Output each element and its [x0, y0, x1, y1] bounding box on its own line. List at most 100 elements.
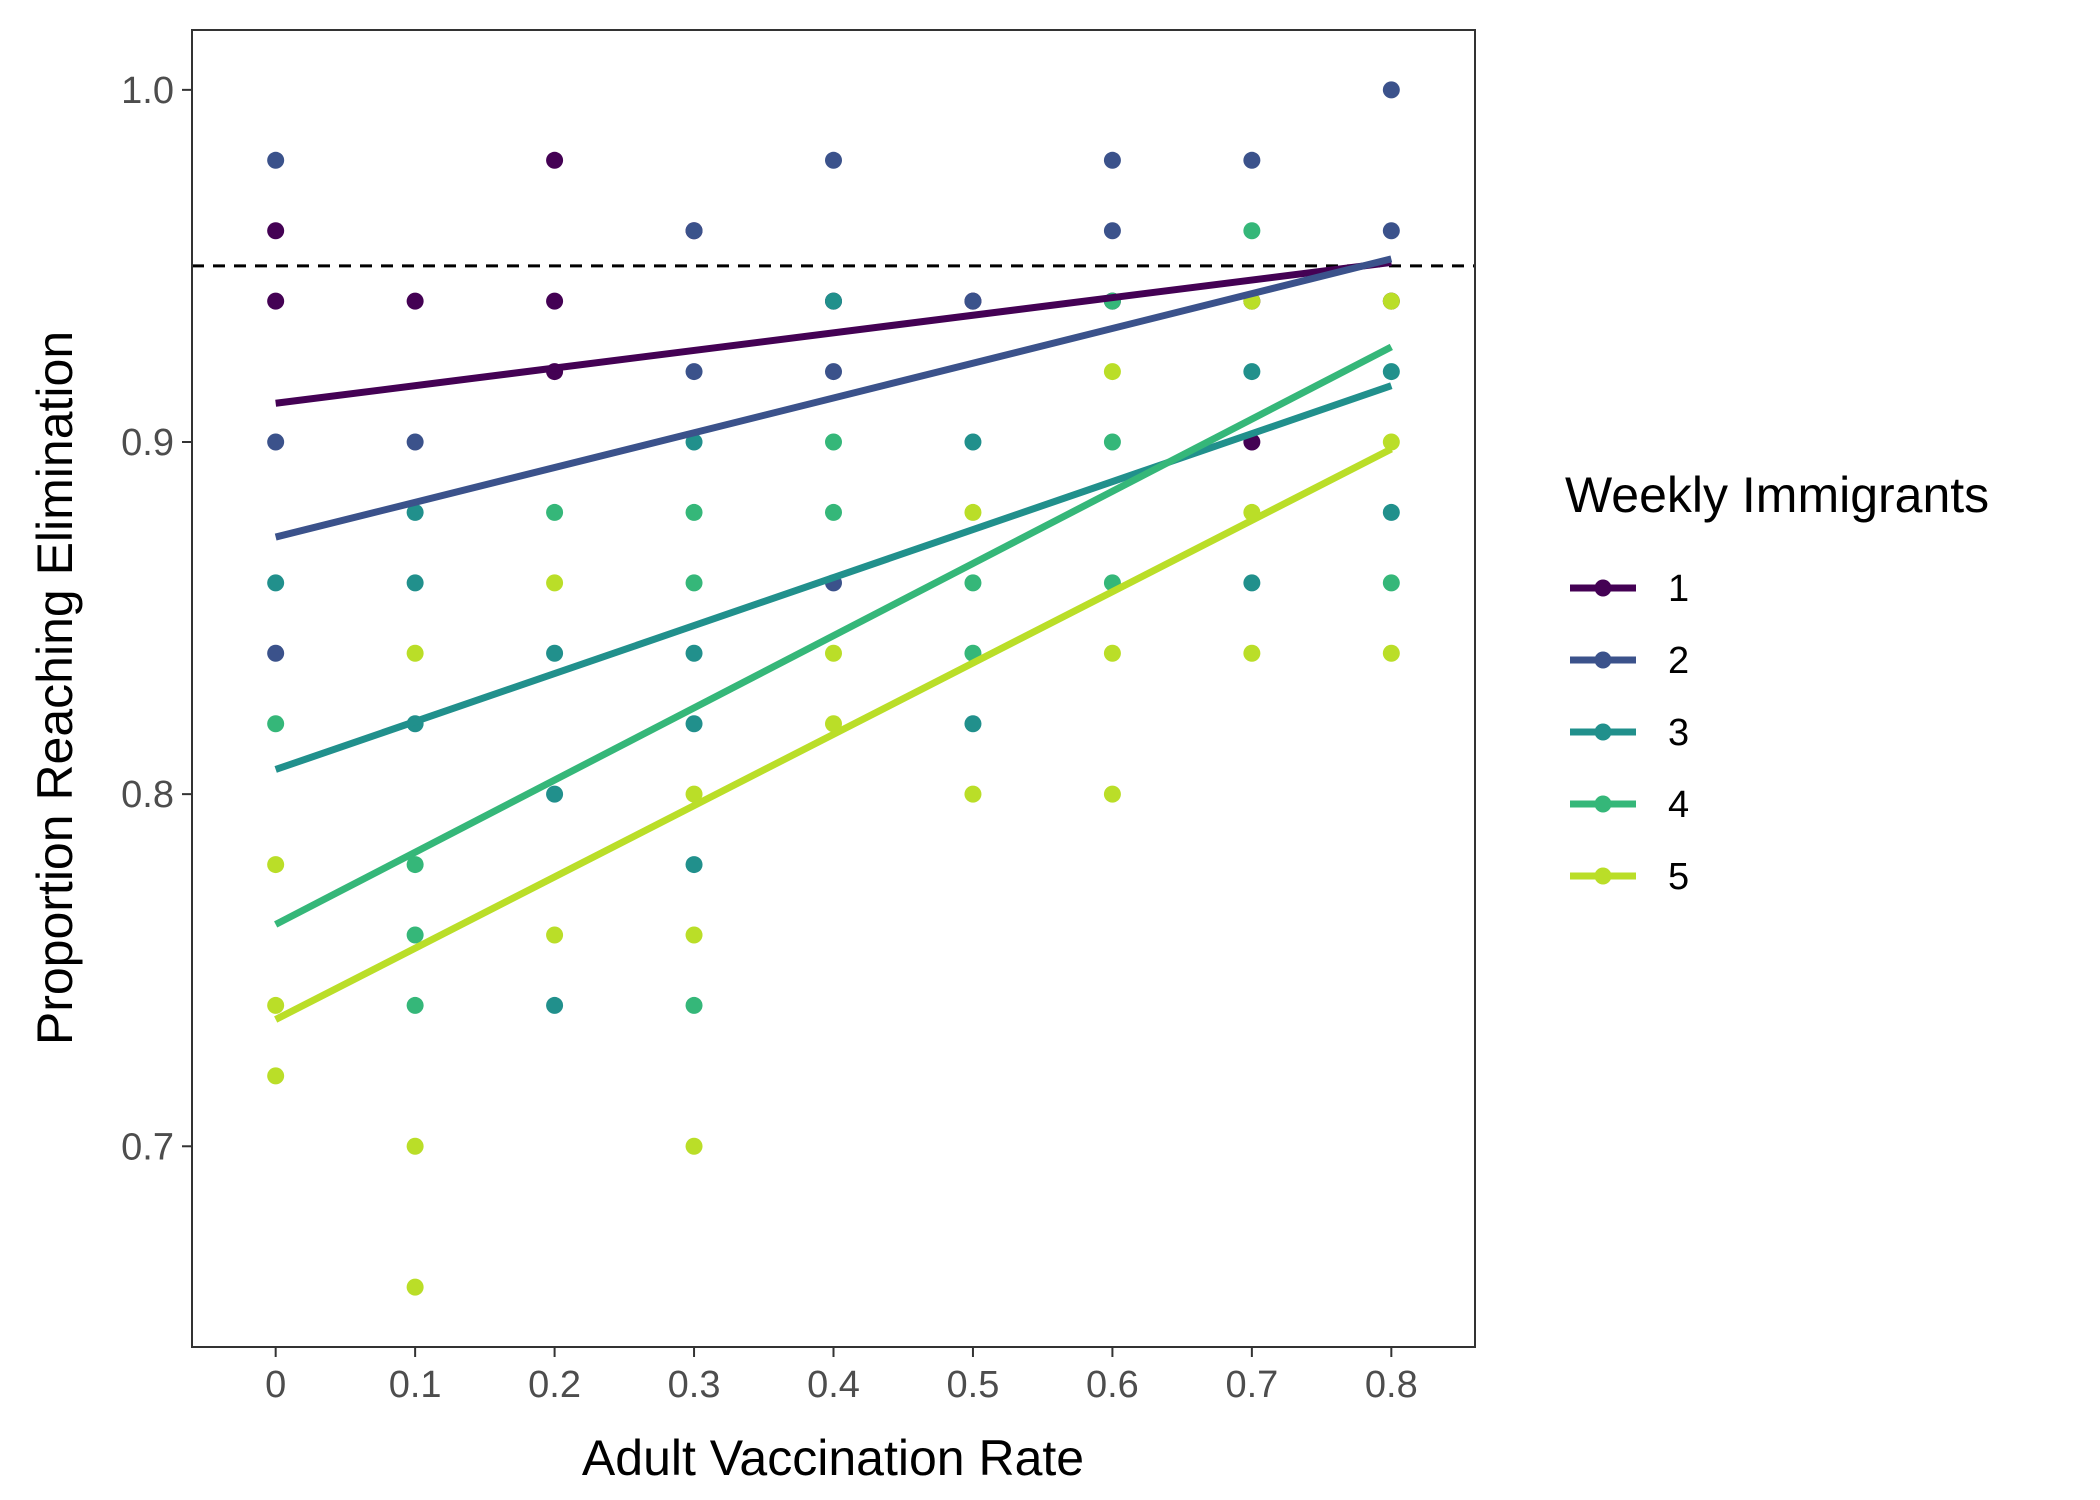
data-point-series-3 — [267, 574, 285, 592]
data-point-series-2 — [1103, 151, 1121, 169]
data-point-series-2 — [825, 363, 842, 381]
x-tick-label: 0.2 — [528, 1364, 581, 1406]
x-tick-label: 0.4 — [807, 1364, 860, 1406]
legend-label-2: 2 — [1668, 640, 1689, 682]
data-point-series-3 — [1243, 574, 1261, 592]
y-tick-label: 0.9 — [121, 422, 174, 464]
data-point-series-2 — [1382, 81, 1400, 99]
data-point-series-5 — [1382, 433, 1400, 451]
data-point-series-5 — [267, 1067, 285, 1085]
data-point-series-4 — [406, 926, 424, 944]
data-point-series-5 — [685, 1137, 703, 1155]
data-point-series-2 — [825, 151, 842, 169]
data-point-series-5 — [685, 785, 703, 803]
data-point-series-3 — [1382, 363, 1400, 381]
legend-title: Weekly Immigrants — [1565, 467, 1989, 523]
data-point-series-5 — [1103, 363, 1121, 381]
x-tick-label: 0.5 — [947, 1364, 1000, 1406]
data-point-series-4 — [685, 996, 703, 1014]
legend-label-1: 1 — [1668, 568, 1689, 610]
data-point-series-2 — [267, 151, 285, 169]
data-point-series-4 — [406, 856, 424, 874]
trend-line-series-4 — [274, 343, 1393, 928]
legend-key-point-5 — [1594, 867, 1612, 885]
trend-line-series-3 — [274, 382, 1393, 773]
data-point-series-5 — [267, 856, 285, 874]
data-point-series-2 — [267, 433, 285, 451]
data-point-series-4 — [267, 715, 285, 733]
data-point-series-2 — [685, 222, 703, 240]
legend-key-point-4 — [1594, 795, 1612, 813]
data-point-series-5 — [546, 574, 564, 592]
data-point-series-3 — [685, 715, 703, 733]
data-point-series-5 — [1382, 292, 1400, 310]
data-point-series-5 — [825, 644, 842, 662]
data-point-series-1 — [267, 222, 285, 240]
x-axis-title: Adult Vaccination Rate — [582, 1430, 1084, 1486]
x-tick-label: 0.3 — [668, 1364, 721, 1406]
x-tick-label: 0.1 — [389, 1364, 442, 1406]
data-point-series-4 — [964, 574, 982, 592]
data-point-series-4 — [406, 996, 424, 1014]
data-point-series-3 — [685, 433, 703, 451]
x-tick-label: 0.6 — [1086, 1364, 1139, 1406]
data-point-series-3 — [685, 856, 703, 874]
x-tick-label: 0.7 — [1225, 1364, 1278, 1406]
data-point-series-5 — [964, 503, 982, 521]
legend-key-point-3 — [1594, 723, 1612, 741]
legend-label-5: 5 — [1668, 856, 1689, 898]
data-point-series-3 — [546, 996, 564, 1014]
data-point-series-3 — [406, 574, 424, 592]
data-point-series-4 — [1382, 574, 1400, 592]
data-point-series-3 — [546, 644, 564, 662]
data-point-series-2 — [1382, 222, 1400, 240]
data-point-series-2 — [685, 363, 703, 381]
x-tick-label: 0.8 — [1365, 1364, 1418, 1406]
data-point-series-3 — [964, 433, 982, 451]
data-point-series-4 — [1103, 433, 1121, 451]
y-tick-label: 0.7 — [121, 1126, 174, 1168]
data-point-series-4 — [685, 574, 703, 592]
data-point-series-4 — [1243, 222, 1261, 240]
data-point-series-5 — [964, 785, 982, 803]
data-point-series-2 — [406, 433, 424, 451]
data-point-series-5 — [546, 926, 564, 944]
data-point-series-4 — [825, 433, 842, 451]
data-point-series-5 — [1103, 644, 1121, 662]
data-point-series-1 — [546, 151, 564, 169]
data-point-series-2 — [964, 292, 982, 310]
data-point-series-5 — [406, 644, 424, 662]
data-point-series-5 — [1103, 785, 1121, 803]
legend-label-3: 3 — [1668, 712, 1689, 754]
data-point-series-3 — [546, 785, 564, 803]
x-tick-label: 0 — [265, 1364, 286, 1406]
data-point-series-3 — [825, 292, 842, 310]
legend: Weekly Immigrants 1 2 3 4 5 — [1565, 467, 1989, 898]
data-point-series-3 — [685, 644, 703, 662]
data-point-series-2 — [1103, 222, 1121, 240]
data-point-series-3 — [1243, 363, 1261, 381]
legend-label-4: 4 — [1668, 784, 1689, 826]
data-point-series-5 — [1243, 644, 1261, 662]
data-point-series-4 — [685, 503, 703, 521]
data-point-series-2 — [267, 644, 285, 662]
data-point-series-1 — [267, 292, 285, 310]
data-point-series-1 — [406, 292, 424, 310]
y-tick-label: 0.8 — [121, 774, 174, 816]
data-point-series-3 — [406, 503, 424, 521]
trend-line-series-1 — [275, 258, 1392, 407]
data-point-series-4 — [825, 503, 842, 521]
data-point-series-5 — [685, 926, 703, 944]
data-point-series-3 — [1382, 503, 1400, 521]
data-point-series-5 — [825, 715, 842, 733]
trend-line-series-2 — [274, 255, 1393, 541]
data-point-series-5 — [267, 996, 285, 1014]
data-point-series-5 — [406, 1137, 424, 1155]
trend-line-series-5 — [274, 445, 1393, 1023]
data-point-series-2 — [1243, 151, 1261, 169]
data-point-series-5 — [406, 1278, 424, 1296]
data-point-series-3 — [964, 715, 982, 733]
data-point-series-1 — [546, 292, 564, 310]
data-point-series-5 — [1382, 644, 1400, 662]
